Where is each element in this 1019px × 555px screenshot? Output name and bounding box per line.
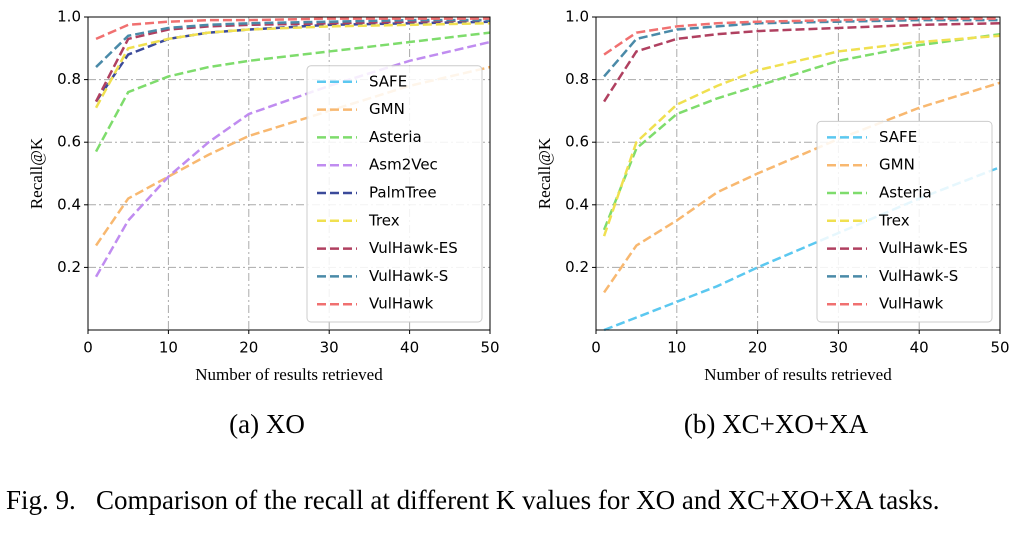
series-line [94, 31, 491, 153]
series-line [94, 18, 491, 103]
y-tick-label: 0.8 [57, 70, 81, 88]
x-axis-label: Number of results retrieved [195, 365, 383, 384]
series-line [602, 34, 1001, 237]
legend-label: Asteria [879, 184, 932, 202]
x-axis-label: Number of results retrieved [704, 365, 892, 384]
series-line [602, 32, 1001, 231]
plot-frame [87, 16, 491, 331]
y-tick-label: 0.2 [57, 258, 81, 276]
series-line [603, 18, 1000, 78]
series-line [95, 17, 490, 41]
y-tick-label: 1.0 [57, 8, 81, 26]
y-axis-label: Recall@K [535, 137, 554, 209]
x-tick-label: 10 [159, 339, 178, 357]
x-tick-label: 50 [990, 339, 1009, 357]
legend-label: GMN [879, 156, 915, 174]
x-tick-label: 0 [591, 339, 601, 357]
legend-label: PalmTree [369, 184, 437, 202]
x-tick-label: 40 [910, 339, 929, 357]
y-tick-label: 0.6 [565, 133, 589, 151]
y-tick-label: 1.0 [565, 8, 589, 26]
legend-label: Trex [878, 211, 910, 229]
subcaption: (b) XC+XO+XA [684, 409, 869, 439]
charts: 0.2 0.4 0.6 0.8 1.0 0 10 20 30 40 50 Number of resu… [27, 8, 1010, 440]
legend-box [816, 120, 993, 323]
series-line [95, 18, 490, 68]
legend-label: SAFE [879, 128, 917, 146]
x-tick-label: 30 [320, 339, 339, 357]
y-tick-label: 0.4 [565, 195, 589, 213]
legend-label: VulHawk [879, 295, 944, 313]
legend-label: VulHawk [369, 295, 434, 313]
legend-label: GMN [369, 100, 405, 118]
legend-label: Trex [368, 211, 400, 229]
plot-frame [595, 16, 1001, 331]
series-line [603, 17, 1000, 56]
y-tick-label: 0.8 [565, 70, 589, 88]
series-line [603, 22, 1001, 103]
x-tick-label: 20 [748, 339, 767, 357]
y-axis-label: Recall@K [27, 137, 46, 209]
series-line [94, 22, 491, 109]
y-tick-label: 0.6 [57, 133, 81, 151]
y-tick-label: 0.4 [57, 195, 81, 213]
series-line [95, 65, 491, 247]
legend-label: SAFE [369, 72, 407, 90]
y-tick-label: 0.2 [565, 258, 589, 276]
legend-label: VulHawk-S [369, 267, 448, 285]
legend-label: Asteria [369, 128, 422, 146]
legend-box [306, 65, 483, 323]
figure-caption: Fig. 9. Comparison of the recall at diff… [6, 485, 940, 515]
x-tick-label: 40 [400, 339, 419, 357]
x-tick-label: 30 [829, 339, 848, 357]
x-tick-label: 10 [667, 339, 686, 357]
legend-label: VulHawk-S [879, 267, 958, 285]
series-line [603, 81, 1001, 294]
legend-label: VulHawk-ES [879, 239, 968, 257]
legend-label: VulHawk-ES [369, 239, 458, 257]
series-line [94, 40, 491, 278]
subcaption: (a) XO [229, 409, 305, 439]
x-tick-label: 20 [239, 339, 258, 357]
x-tick-label: 50 [480, 339, 499, 357]
x-tick-label: 0 [83, 339, 93, 357]
legend-label: Asm2Vec [369, 156, 438, 174]
